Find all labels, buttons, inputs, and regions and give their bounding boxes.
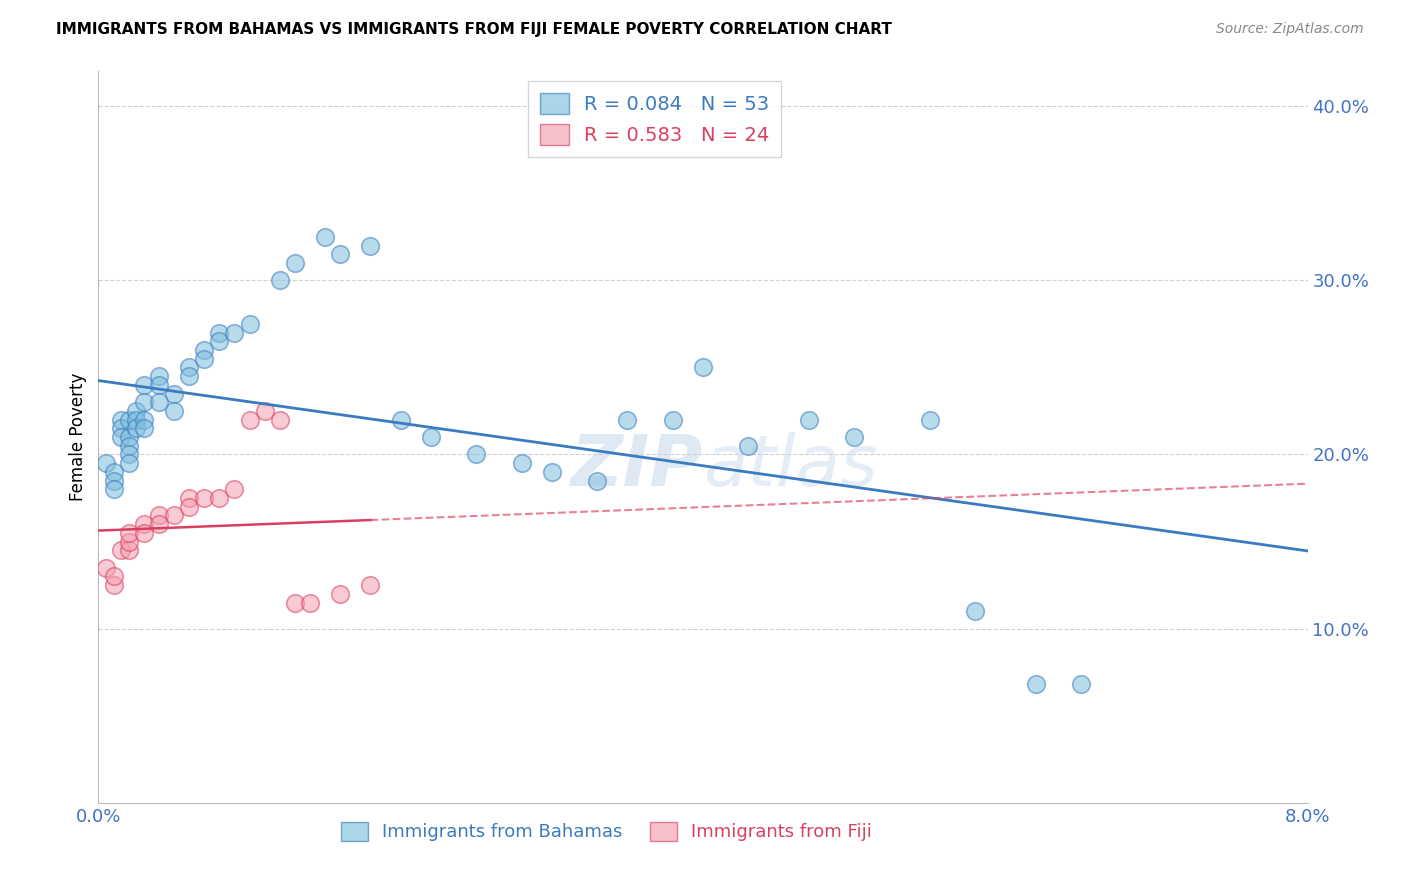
Immigrants from Bahamas (132, 395, 155, 409)
Immigrants from Bahamas (94, 456, 117, 470)
Immigrants from Fiji (360, 578, 382, 592)
Immigrants from Fiji (239, 412, 262, 426)
Immigrants from Fiji (299, 595, 322, 609)
Immigrants from Bahamas (224, 326, 246, 340)
Immigrants from Bahamas (125, 421, 148, 435)
Immigrants from Bahamas (797, 412, 820, 426)
Immigrants from Bahamas (844, 430, 866, 444)
Immigrants from Fiji (329, 587, 352, 601)
Immigrants from Bahamas (465, 448, 488, 462)
Immigrants from Fiji (148, 517, 170, 532)
Immigrants from Bahamas (314, 229, 336, 244)
Immigrants from Bahamas (132, 421, 155, 435)
Text: IMMIGRANTS FROM BAHAMAS VS IMMIGRANTS FROM FIJI FEMALE POVERTY CORRELATION CHART: IMMIGRANTS FROM BAHAMAS VS IMMIGRANTS FR… (56, 22, 893, 37)
Immigrants from Bahamas (510, 456, 533, 470)
Immigrants from Bahamas (1070, 677, 1092, 691)
Immigrants from Bahamas (420, 430, 443, 444)
Immigrants from Fiji (208, 491, 231, 505)
Immigrants from Bahamas (208, 334, 231, 349)
Immigrants from Bahamas (132, 412, 155, 426)
Legend: Immigrants from Bahamas, Immigrants from Fiji: Immigrants from Bahamas, Immigrants from… (333, 814, 879, 848)
Immigrants from Bahamas (110, 421, 132, 435)
Immigrants from Fiji (284, 595, 307, 609)
Immigrants from Bahamas (110, 430, 132, 444)
Immigrants from Bahamas (118, 456, 141, 470)
Immigrants from Bahamas (540, 465, 562, 479)
Immigrants from Fiji (118, 534, 141, 549)
Immigrants from Bahamas (118, 439, 141, 453)
Immigrants from Bahamas (737, 439, 759, 453)
Immigrants from Fiji (224, 483, 246, 497)
Immigrants from Bahamas (389, 412, 412, 426)
Immigrants from Fiji (103, 569, 125, 583)
Immigrants from Bahamas (269, 273, 291, 287)
Immigrants from Bahamas (118, 448, 141, 462)
Immigrants from Bahamas (208, 326, 231, 340)
Immigrants from Bahamas (148, 395, 170, 409)
Immigrants from Bahamas (918, 412, 941, 426)
Immigrants from Bahamas (692, 360, 714, 375)
Immigrants from Bahamas (360, 238, 382, 252)
Immigrants from Fiji (132, 517, 155, 532)
Immigrants from Bahamas (148, 369, 170, 384)
Immigrants from Fiji (118, 525, 141, 540)
Immigrants from Bahamas (110, 412, 132, 426)
Immigrants from Fiji (269, 412, 291, 426)
Immigrants from Bahamas (193, 343, 215, 357)
Immigrants from Fiji (193, 491, 215, 505)
Immigrants from Bahamas (118, 430, 141, 444)
Text: ZIP: ZIP (571, 432, 703, 500)
Immigrants from Fiji (132, 525, 155, 540)
Immigrants from Bahamas (329, 247, 352, 261)
Immigrants from Bahamas (148, 377, 170, 392)
Immigrants from Bahamas (179, 369, 201, 384)
Immigrants from Bahamas (661, 412, 683, 426)
Immigrants from Bahamas (125, 412, 148, 426)
Immigrants from Bahamas (118, 412, 141, 426)
Immigrants from Fiji (179, 500, 201, 514)
Immigrants from Bahamas (1025, 677, 1047, 691)
Immigrants from Bahamas (163, 386, 186, 401)
Immigrants from Bahamas (965, 604, 987, 618)
Immigrants from Fiji (163, 508, 186, 523)
Immigrants from Fiji (253, 404, 276, 418)
Immigrants from Fiji (179, 491, 201, 505)
Y-axis label: Female Poverty: Female Poverty (69, 373, 87, 501)
Immigrants from Bahamas (284, 256, 307, 270)
Immigrants from Bahamas (125, 404, 148, 418)
Immigrants from Bahamas (179, 360, 201, 375)
Immigrants from Bahamas (103, 483, 125, 497)
Immigrants from Fiji (103, 578, 125, 592)
Immigrants from Bahamas (103, 474, 125, 488)
Immigrants from Fiji (148, 508, 170, 523)
Immigrants from Fiji (94, 560, 117, 574)
Immigrants from Fiji (118, 543, 141, 558)
Immigrants from Fiji (110, 543, 132, 558)
Text: atlas: atlas (703, 432, 877, 500)
Immigrants from Bahamas (586, 474, 609, 488)
Text: Source: ZipAtlas.com: Source: ZipAtlas.com (1216, 22, 1364, 37)
Immigrants from Bahamas (193, 351, 215, 366)
Immigrants from Bahamas (239, 317, 262, 331)
Immigrants from Bahamas (103, 465, 125, 479)
Immigrants from Bahamas (132, 377, 155, 392)
Immigrants from Bahamas (616, 412, 638, 426)
Immigrants from Bahamas (163, 404, 186, 418)
